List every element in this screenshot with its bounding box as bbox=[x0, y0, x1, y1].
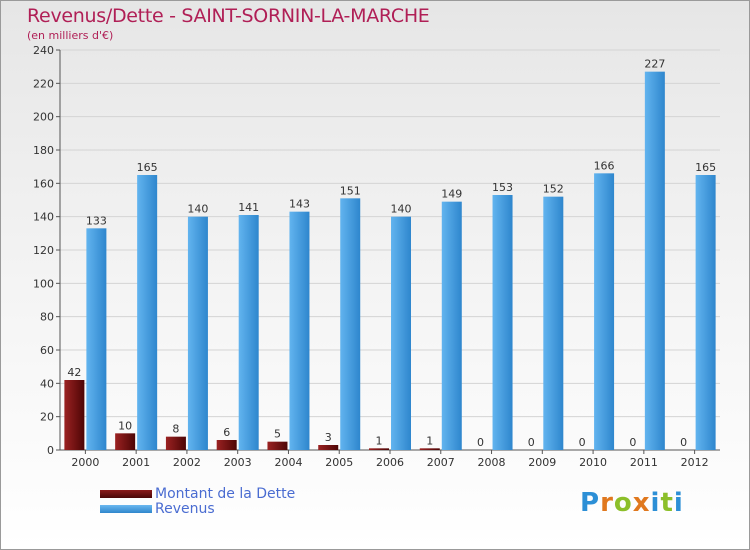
revenue-value-label: 227 bbox=[644, 58, 665, 71]
debt-bar bbox=[369, 448, 389, 450]
x-tick-label: 2010 bbox=[579, 456, 607, 469]
revenue-value-label: 165 bbox=[695, 161, 716, 174]
legend-label-revenue: Revenus bbox=[155, 500, 215, 517]
x-tick-label: 2007 bbox=[427, 456, 455, 469]
revenue-value-label: 141 bbox=[238, 201, 259, 214]
debt-value-label: 1 bbox=[426, 434, 433, 447]
debt-bar bbox=[165, 436, 186, 450]
revenue-bar bbox=[238, 215, 259, 450]
revenue-value-label: 165 bbox=[137, 161, 158, 174]
y-tick-label: 200 bbox=[33, 111, 54, 124]
y-tick-label: 40 bbox=[40, 377, 54, 390]
revenue-bar bbox=[441, 201, 462, 450]
debt-value-label: 0 bbox=[477, 436, 484, 449]
revenue-value-label: 151 bbox=[340, 184, 361, 197]
y-tick-label: 140 bbox=[33, 211, 54, 224]
revenue-value-label: 152 bbox=[543, 183, 564, 196]
y-tick-label: 20 bbox=[40, 411, 54, 424]
proxiti-logo: Proxiti bbox=[580, 488, 684, 518]
x-tick-label: 2001 bbox=[122, 456, 150, 469]
revenue-bar bbox=[695, 175, 716, 450]
debt-value-label: 1 bbox=[376, 434, 383, 447]
y-tick-label: 0 bbox=[47, 444, 54, 457]
revenue-value-label: 133 bbox=[86, 214, 107, 227]
x-tick-label: 2012 bbox=[681, 456, 709, 469]
logo-letter: x bbox=[632, 488, 651, 518]
legend-swatch-debt bbox=[100, 489, 152, 498]
x-tick-label: 2009 bbox=[528, 456, 556, 469]
x-tick-label: 2006 bbox=[376, 456, 404, 469]
debt-bar bbox=[267, 441, 288, 450]
debt-bar bbox=[115, 433, 136, 450]
revenue-bar bbox=[340, 198, 361, 450]
x-tick-label: 2005 bbox=[325, 456, 353, 469]
logo-letter: P bbox=[580, 488, 601, 518]
chart-title: Revenus/Dette - SAINT-SORNIN-LA-MARCHE bbox=[27, 5, 430, 27]
revenue-bar bbox=[391, 216, 411, 450]
revenue-bar bbox=[137, 175, 158, 450]
debt-value-label: 8 bbox=[172, 423, 179, 436]
legend-item-debt: Montant de la Dette bbox=[100, 485, 296, 502]
x-tick-label: 2011 bbox=[630, 456, 658, 469]
revenue-bar bbox=[187, 216, 208, 450]
y-tick-label: 220 bbox=[33, 77, 54, 90]
debt-bar bbox=[318, 445, 339, 450]
y-tick-label: 120 bbox=[33, 244, 54, 257]
debt-value-label: 0 bbox=[680, 436, 687, 449]
legend: Montant de la Dette Revenus bbox=[100, 485, 296, 517]
revenue-value-label: 140 bbox=[187, 203, 208, 216]
debt-value-label: 0 bbox=[579, 436, 586, 449]
revenue-value-label: 166 bbox=[594, 159, 615, 172]
y-tick-label: 160 bbox=[33, 177, 54, 190]
logo-letter: o bbox=[613, 488, 633, 518]
revenue-value-label: 140 bbox=[391, 203, 412, 216]
revenue-value-label: 143 bbox=[289, 198, 310, 211]
revenue-value-label: 149 bbox=[441, 188, 462, 201]
y-tick-label: 240 bbox=[33, 44, 54, 57]
y-tick-label: 180 bbox=[33, 144, 54, 157]
x-tick-label: 2002 bbox=[173, 456, 201, 469]
debt-bar bbox=[216, 440, 237, 450]
debt-value-label: 42 bbox=[67, 366, 81, 379]
revenue-bar bbox=[594, 173, 615, 451]
revenue-bar bbox=[86, 228, 107, 450]
revenue-bar bbox=[644, 71, 665, 451]
debt-value-label: 3 bbox=[325, 431, 332, 444]
x-tick-label: 2003 bbox=[224, 456, 252, 469]
revenue-value-label: 153 bbox=[492, 181, 513, 194]
legend-item-revenue: Revenus bbox=[100, 500, 295, 517]
debt-bar bbox=[419, 448, 440, 450]
chart-subtitle: (en milliers d'€) bbox=[27, 29, 114, 42]
logo-letter: i bbox=[673, 488, 684, 518]
y-tick-label: 60 bbox=[40, 344, 54, 357]
revenue-bar bbox=[543, 196, 564, 450]
logo-letter: t bbox=[660, 488, 674, 518]
legend-label-debt: Montant de la Dette bbox=[155, 485, 296, 502]
y-tick-label: 80 bbox=[40, 311, 54, 324]
y-tick-label: 100 bbox=[33, 277, 54, 290]
x-tick-label: 2008 bbox=[478, 456, 506, 469]
debt-value-label: 0 bbox=[629, 436, 636, 449]
revenue-bar bbox=[289, 211, 310, 450]
debt-value-label: 6 bbox=[223, 426, 230, 439]
x-tick-label: 2000 bbox=[71, 456, 99, 469]
x-tick-label: 2004 bbox=[274, 456, 302, 469]
debt-value-label: 5 bbox=[274, 428, 281, 441]
debt-value-label: 0 bbox=[528, 436, 535, 449]
debt-value-label: 10 bbox=[118, 419, 132, 432]
revenue-bar bbox=[492, 195, 513, 450]
debt-bar bbox=[64, 380, 85, 450]
logo-letter: r bbox=[600, 488, 614, 518]
legend-swatch-revenue bbox=[100, 504, 152, 513]
logo-letter: i bbox=[650, 488, 661, 518]
